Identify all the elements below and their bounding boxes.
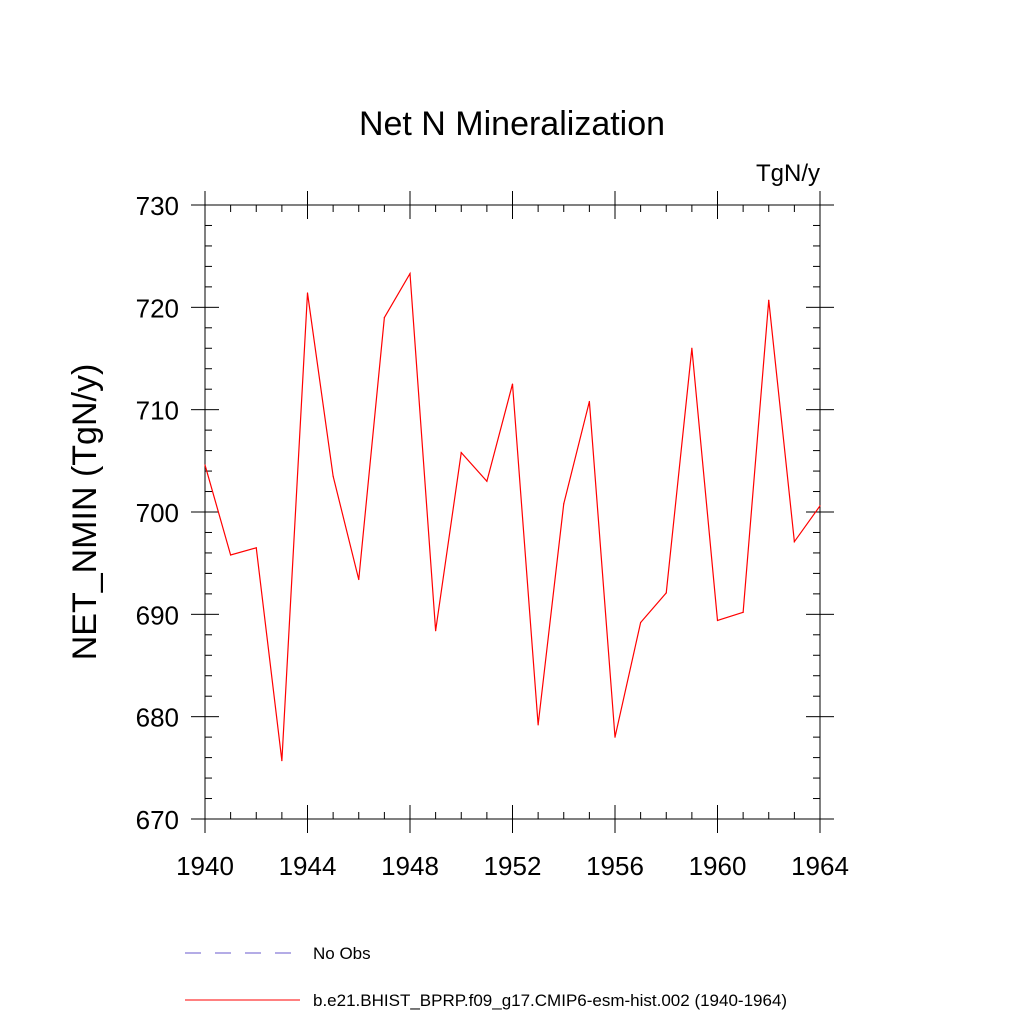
data-point xyxy=(383,316,385,319)
tick-labels: 1940 1944 1948 1952 1956 1960 1964 670 680 690 700… xyxy=(136,191,849,881)
data-point xyxy=(332,475,334,477)
data-point xyxy=(358,578,360,581)
data-point xyxy=(640,621,642,624)
data-point xyxy=(306,292,309,294)
x-tick-label: 1940 xyxy=(176,851,234,881)
x-tick-label: 1944 xyxy=(279,851,337,881)
data-point xyxy=(409,272,411,275)
y-tick-label: 700 xyxy=(136,498,179,528)
y-axis-label: NET_NMIN (TgN/y) xyxy=(66,364,104,661)
data-point xyxy=(435,630,437,632)
data-point xyxy=(563,503,565,505)
x-tick-label: 1956 xyxy=(586,851,644,881)
data-point xyxy=(614,736,616,738)
legend: No Obs b.e21.BHIST_BPRP.f09_g17.CMIP6-es… xyxy=(185,944,787,1010)
x-tick-label: 1948 xyxy=(381,851,439,881)
data-point xyxy=(204,464,206,466)
y-tick-label: 670 xyxy=(136,805,179,835)
data-point xyxy=(691,347,693,349)
plot-frame xyxy=(204,204,821,820)
data-point xyxy=(665,592,667,594)
y-tick-label: 690 xyxy=(136,600,179,630)
legend-label-model-run: b.e21.BHIST_BPRP.f09_g17.CMIP6-esm-hist.… xyxy=(313,991,787,1010)
data-point xyxy=(230,554,232,556)
y-tick-label: 710 xyxy=(136,396,179,426)
data-point xyxy=(460,452,462,454)
data-point xyxy=(742,611,744,613)
data-point xyxy=(793,541,795,543)
data-point xyxy=(255,547,257,549)
data-point xyxy=(486,480,488,482)
chart-title: Net N Mineralization xyxy=(359,105,665,143)
y-tick-label: 730 xyxy=(136,191,179,221)
data-point xyxy=(716,619,719,622)
y-tick-label: 680 xyxy=(136,703,179,733)
axis-ticks xyxy=(191,191,834,833)
x-tick-label: 1964 xyxy=(791,851,849,881)
legend-label-no-obs: No Obs xyxy=(313,944,371,963)
data-point xyxy=(588,400,590,403)
series-line xyxy=(204,271,821,761)
data-point xyxy=(819,505,821,507)
data-point xyxy=(511,383,514,385)
data-point xyxy=(537,724,539,726)
data-point xyxy=(281,760,283,762)
series-layer xyxy=(204,271,821,762)
data-point xyxy=(768,299,770,301)
y-tick-label: 720 xyxy=(136,293,179,323)
units-label: TgN/y xyxy=(756,160,820,187)
x-tick-label: 1952 xyxy=(484,851,542,881)
x-tick-label: 1960 xyxy=(689,851,747,881)
